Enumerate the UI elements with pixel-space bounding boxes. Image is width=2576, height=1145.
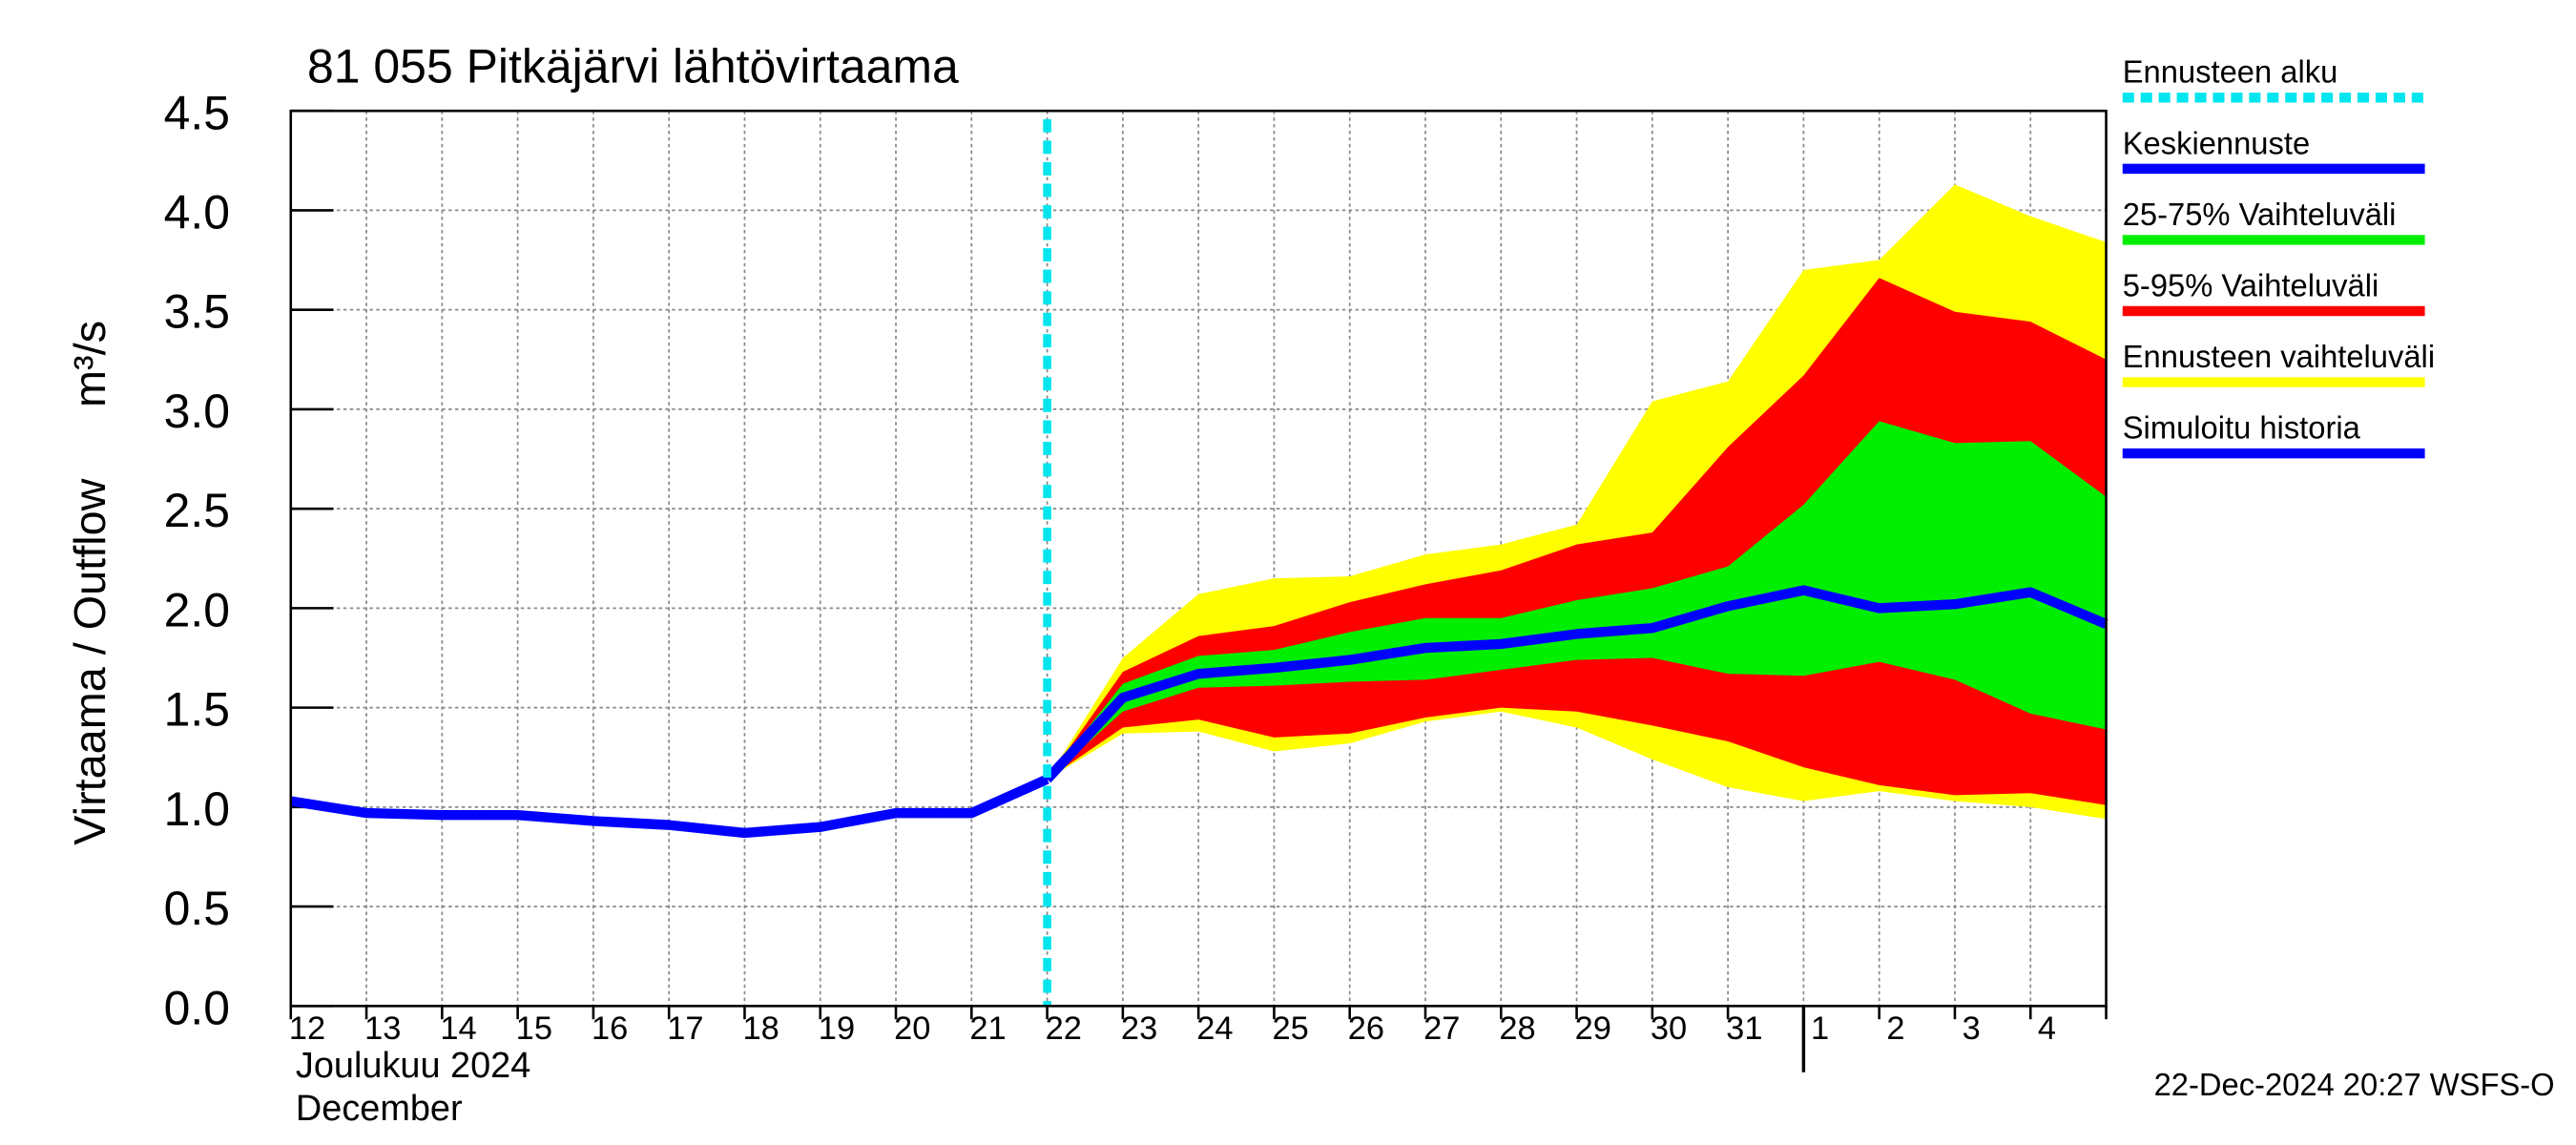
legend-label: Simuloitu historia [2123, 409, 2361, 445]
y-tick-label: 4.0 [164, 185, 230, 239]
x-tick-label: 16 [592, 1010, 628, 1047]
x-tick-label: 25 [1273, 1010, 1309, 1047]
y-tick-label: 3.5 [164, 285, 230, 339]
y-tick-label: 1.5 [164, 683, 230, 737]
band-area [1047, 421, 2107, 780]
legend-label: Keskiennuste [2123, 125, 2310, 160]
y-tick-label: 0.0 [164, 981, 230, 1034]
y-tick-label: 2.0 [164, 583, 230, 636]
legend-label: Ennusteen vaihteluväli [2123, 339, 2435, 374]
x-tick-label: 18 [743, 1010, 779, 1047]
x-tick-label: 26 [1348, 1010, 1384, 1047]
legend-label: Ennusteen alku [2123, 54, 2338, 90]
x-tick-label: 14 [440, 1010, 476, 1047]
x-tick-label: 21 [969, 1010, 1006, 1047]
x-tick-label: 15 [516, 1010, 552, 1047]
y-tick-label: 4.5 [164, 86, 230, 139]
x-tick-label: 2 [1886, 1010, 1904, 1047]
x-tick-label: 12 [289, 1010, 325, 1047]
x-tick-label: 19 [819, 1010, 855, 1047]
y-tick-label: 3.0 [164, 385, 230, 438]
y-tick-label: 2.5 [164, 484, 230, 537]
x-tick-label: 31 [1726, 1010, 1762, 1047]
x-axis-label: Joulukuu 2024 [296, 1046, 530, 1086]
y-tick-label: 0.5 [164, 882, 230, 935]
y-tick-label: 1.0 [164, 782, 230, 836]
series-line [1043, 585, 2109, 783]
x-tick-label: 13 [364, 1010, 401, 1047]
chart-title: 81 055 Pitkäjärvi lähtövirtaama [307, 40, 959, 94]
legend-label: 5-95% Vaihteluväli [2123, 267, 2379, 302]
x-tick-label: 24 [1196, 1010, 1233, 1047]
x-tick-label: 23 [1121, 1010, 1157, 1047]
x-tick-label: 28 [1499, 1010, 1535, 1047]
x-tick-label: 27 [1423, 1010, 1460, 1047]
y-axis-label: Virtaama / Outflow [65, 478, 114, 844]
footer: 22-Dec-2024 20:27 WSFS-O [2154, 1067, 2555, 1102]
plot-frame [289, 109, 2108, 1008]
x-tick-label: 17 [667, 1010, 703, 1047]
x-tick-label: 22 [1046, 1010, 1082, 1047]
y-axis-unit: m³/s [65, 321, 114, 407]
x-tick-label: 3 [1963, 1010, 1981, 1047]
x-tick-label: 20 [894, 1010, 930, 1047]
x-tick-label: 4 [2038, 1010, 2056, 1047]
series-line [289, 774, 1049, 839]
legend-label: 25-75% Vaihteluväli [2123, 197, 2397, 232]
x-tick-label: 1 [1811, 1010, 1829, 1047]
x-axis-label-en: December [296, 1089, 463, 1129]
x-tick-label: 29 [1575, 1010, 1611, 1047]
x-tick-label: 30 [1651, 1010, 1687, 1047]
